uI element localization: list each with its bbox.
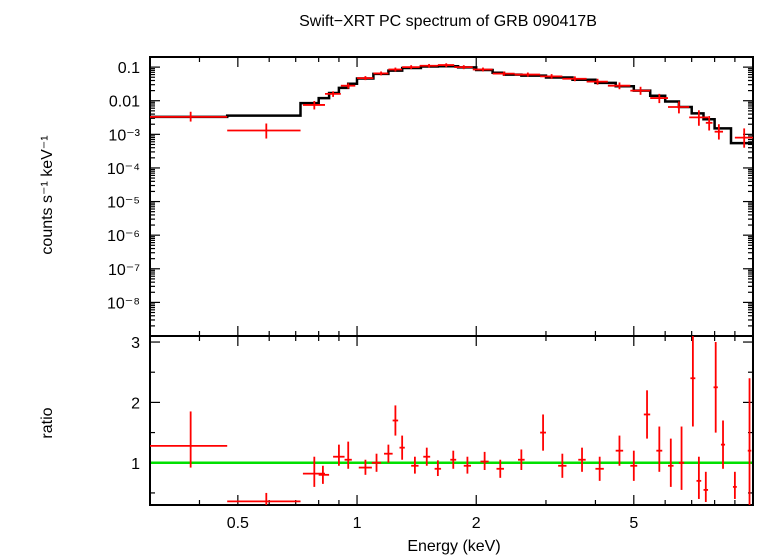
ratio-data-point [496, 459, 504, 478]
ratio-data-point [411, 456, 419, 474]
spectrum-y-axis-label: counts s⁻¹ keV⁻¹ [39, 135, 56, 254]
spectrum-data-point [586, 78, 608, 85]
spectrum-data-point [373, 71, 389, 76]
spectrum-data-point [437, 63, 455, 68]
ratio-data-point [595, 456, 604, 481]
ratio-data-point [227, 492, 301, 505]
ratio-data-point [518, 449, 525, 470]
spectrum-data-point [302, 101, 325, 110]
ratio-data-point [732, 471, 737, 499]
spectrum-data-point [689, 110, 709, 126]
ratio-data-point [344, 441, 352, 469]
spectrum-data-point [388, 67, 403, 72]
ratio-frame [149, 335, 754, 506]
ratio-data-point [463, 456, 471, 474]
x-tick-label: 5 [629, 515, 638, 532]
chart-title: Swift−XRT PC spectrum of GRB 090417B [299, 13, 597, 30]
spectrum-y-tick-label: 10⁻⁴ [107, 161, 140, 178]
ratio-data-point [450, 450, 457, 469]
ratio-data-point [150, 411, 228, 468]
ratio-data-point [371, 453, 382, 472]
ratio-data-point [384, 444, 393, 463]
spectrum-data-point [540, 74, 563, 79]
ratio-data-point [392, 405, 399, 436]
ratio-data-point [703, 471, 709, 502]
spectrum-data-point [514, 72, 541, 77]
spectrum-y-tick-label: 10⁻³ [108, 127, 140, 144]
ratio-data-point [434, 460, 442, 477]
x-tick-label: 0.5 [227, 515, 249, 532]
spectrum-data-point [324, 91, 341, 97]
ratio-y-tick-label: 3 [131, 335, 140, 352]
ratio-data-point [358, 459, 372, 475]
ratio-y-tick-label: 2 [131, 395, 140, 412]
spectrum-data-point [667, 101, 690, 114]
ratio-data-point [713, 342, 718, 433]
spectrum-data-point [357, 76, 374, 81]
ratio-data-point [480, 451, 489, 470]
ratio-data-point [318, 465, 330, 484]
spectrum-data-point [650, 93, 668, 104]
ratio-y-axis-label: ratio [39, 407, 56, 438]
ratio-panel: 1 2 3 [131, 335, 754, 506]
spectrum-data-point [607, 82, 631, 90]
ratio-data-point [399, 435, 405, 460]
ratio-data-point [302, 456, 325, 487]
ratio-data-point [643, 390, 651, 439]
spectrum-data-point [562, 76, 587, 82]
spectrum-data-point [454, 65, 473, 70]
ratio-data-point [720, 420, 726, 469]
x-tick-label: 1 [353, 515, 362, 532]
ratio-data-point [423, 447, 431, 466]
ratio-data-point [558, 453, 567, 478]
ratio-data-point [333, 444, 345, 466]
model-line [150, 65, 753, 145]
spectrum-y-tick-label: 10⁻⁷ [108, 262, 140, 279]
spectrum-y-tick-label: 10⁻⁶ [107, 228, 140, 245]
ratio-data-point [656, 426, 663, 472]
ratio-data-point [696, 456, 702, 499]
ratio-data-point [690, 336, 696, 427]
spectrum-data-point [472, 67, 493, 72]
ratio-data-point [667, 438, 674, 487]
ratio-data-point [747, 378, 752, 505]
spectrum-data-point [340, 83, 356, 89]
ratio-data-point [630, 450, 638, 481]
spectrum-y-tick-label: 0.01 [109, 94, 140, 111]
spectrum-data-point [734, 128, 753, 148]
ratio-data-point [540, 414, 546, 451]
spectrum-data-point [705, 116, 713, 131]
spectrum-y-tick-label: 10⁻⁸ [107, 295, 140, 312]
ratio-data-point [578, 447, 586, 472]
x-axis-label: Energy (keV) [407, 538, 500, 555]
spectrum-y-tick-label: 0.1 [118, 60, 140, 77]
spectrum-data-point [714, 124, 724, 140]
ratio-data-point [678, 426, 685, 490]
spectrum-data-point [402, 65, 420, 69]
spectrum-data-point [630, 86, 651, 95]
spectrum-data-point [227, 123, 301, 139]
spectrum-y-tick-label: 10⁻⁵ [107, 195, 140, 212]
spectrum-data-point [492, 71, 515, 76]
ratio-y-tick-label: 1 [131, 456, 140, 473]
spectrum-data-point [419, 63, 438, 68]
x-tick-label: 2 [472, 515, 481, 532]
spectrum-panel: 0.1 0.01 10⁻³ 10⁻⁴ 10⁻⁵ 10⁻⁶ 10⁻⁷ 10⁻⁸ [107, 56, 754, 337]
ratio-data-point [615, 435, 624, 466]
spectrum-data-point [150, 111, 228, 122]
